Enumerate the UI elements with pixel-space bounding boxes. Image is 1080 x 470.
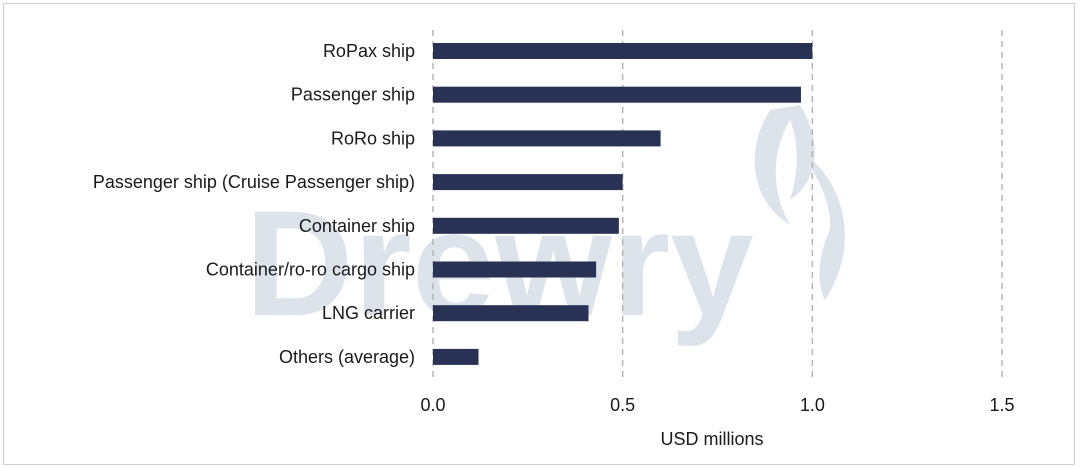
- bar: [433, 174, 623, 191]
- x-axis-title: USD millions: [660, 429, 763, 449]
- category-labels: RoPax ship Passenger ship RoRo ship Passeng…: [93, 41, 415, 367]
- category-label: Container/ro-ro cargo ship: [206, 260, 415, 280]
- bar: [433, 348, 479, 365]
- bar: [433, 305, 589, 322]
- bar: [433, 217, 619, 234]
- category-label: Others (average): [279, 347, 415, 367]
- category-label: RoPax ship: [323, 41, 415, 61]
- bar: [433, 261, 597, 278]
- category-label: Container ship: [299, 216, 415, 236]
- x-tick-label: 1.5: [989, 395, 1014, 415]
- bars: [433, 43, 813, 365]
- chart-frame: [3, 3, 1075, 465]
- category-label: Passenger ship: [291, 85, 415, 105]
- flame-logo-icon: [754, 105, 845, 300]
- category-label: Passenger ship (Cruise Passenger ship): [93, 172, 415, 192]
- x-tick-labels: 0.0 0.5 1.0 1.5: [420, 395, 1014, 415]
- x-tick-label: 0.5: [610, 395, 635, 415]
- x-tick-label: 0.0: [420, 395, 445, 415]
- category-label: RoRo ship: [331, 128, 415, 148]
- bar: [433, 43, 813, 59]
- category-label: LNG carrier: [322, 303, 415, 323]
- x-tick-label: 1.0: [800, 395, 825, 415]
- bar: [433, 86, 801, 103]
- bar: [433, 130, 661, 147]
